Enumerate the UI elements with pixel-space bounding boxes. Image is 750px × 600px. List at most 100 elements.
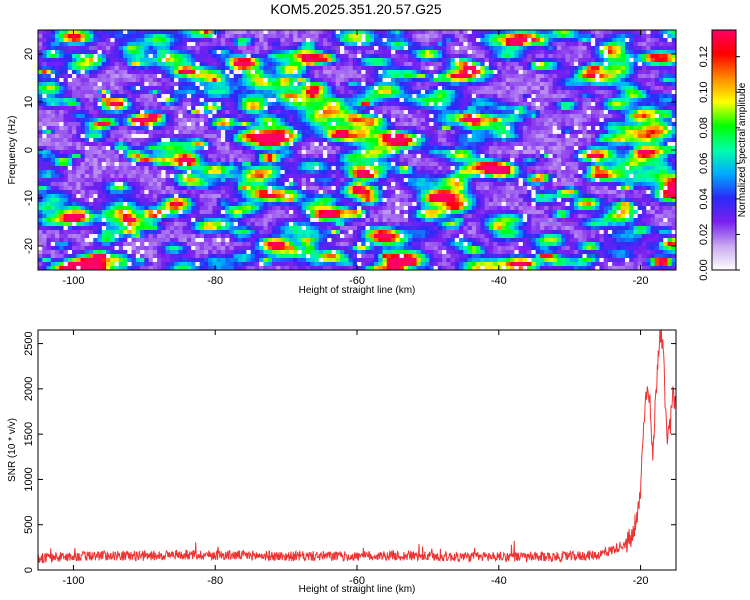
heatmap-cell — [335, 34, 341, 39]
heatmap-cell — [616, 34, 622, 39]
heatmap-cell — [539, 62, 545, 67]
heatmap-cell — [225, 134, 230, 139]
heatmap-cell — [552, 34, 558, 39]
heatmap-cell — [522, 154, 528, 159]
heatmap-cell — [624, 46, 630, 51]
heatmap-cell — [110, 138, 116, 143]
heatmap-cell — [569, 46, 575, 51]
heatmap-cell — [254, 122, 260, 127]
heatmap-cell — [46, 110, 52, 115]
heatmap-cell — [271, 82, 277, 87]
heatmap-cell — [344, 138, 350, 143]
heatmap-cell — [637, 86, 643, 91]
heatmap-cell — [174, 34, 179, 39]
heatmap-cell — [544, 42, 549, 47]
heatmap-cell — [182, 162, 188, 167]
heatmap-cell — [178, 162, 184, 167]
heatmap-cell — [578, 62, 584, 67]
heatmap-cell — [518, 118, 524, 123]
heatmap-cell — [641, 134, 647, 139]
heatmap-cell — [352, 138, 358, 143]
heatmap-cell — [535, 54, 541, 59]
heatmap-cell — [357, 58, 362, 63]
heatmap-cell — [527, 74, 532, 79]
heatmap-cell — [131, 98, 137, 103]
heatmap-cell — [106, 74, 111, 79]
heatmap-cell — [110, 106, 116, 111]
heatmap-cell — [505, 74, 511, 79]
heatmap-cell — [518, 38, 524, 43]
heatmap-cell — [123, 66, 128, 71]
heatmap-cell — [535, 138, 541, 143]
heatmap-cell — [144, 54, 150, 59]
heatmap-cell — [531, 122, 537, 127]
heatmap-cell — [195, 162, 201, 167]
heatmap-cell — [391, 34, 396, 39]
heatmap-cell — [195, 58, 201, 63]
heatmap-cell — [322, 34, 328, 39]
heatmap-cell — [569, 90, 575, 95]
heatmap-cell — [55, 42, 60, 47]
heatmap-cell — [420, 70, 426, 75]
heatmap-cell — [382, 66, 388, 71]
heatmap-cell — [386, 74, 392, 79]
heatmap-cell — [76, 162, 82, 167]
heatmap-cell — [514, 94, 520, 99]
heatmap-cell — [233, 138, 239, 143]
heatmap-cell — [535, 118, 541, 123]
heatmap-cell — [510, 114, 515, 119]
heatmap-cell — [314, 126, 320, 131]
heatmap-cell — [135, 110, 141, 115]
heatmap-cell — [552, 98, 558, 103]
heatmap-cell — [454, 66, 460, 71]
heatmap-cell — [72, 38, 77, 43]
heatmap-cell — [80, 130, 86, 135]
heatmap-cell — [425, 158, 430, 163]
heatmap-cell — [327, 78, 333, 83]
heatmap-cell — [484, 106, 490, 111]
heatmap-cell — [89, 82, 94, 87]
heatmap-cell — [590, 118, 596, 123]
heatmap-cell — [501, 70, 507, 75]
heatmap-cell — [374, 154, 379, 159]
heatmap-cell — [157, 142, 162, 147]
heatmap-cell — [620, 82, 626, 87]
heatmap-cell — [101, 130, 107, 135]
heatmap-cell — [510, 106, 515, 111]
heatmap-cell — [667, 122, 673, 127]
heatmap-cell — [76, 154, 82, 159]
heatmap-cell — [161, 150, 167, 155]
heatmap-cell — [641, 146, 647, 151]
heatmap-cell — [595, 62, 601, 67]
heatmap-cell — [633, 126, 639, 131]
heatmap-cell — [539, 90, 545, 95]
heatmap-cell — [169, 118, 175, 123]
heatmap-cell — [510, 66, 515, 71]
heatmap-cell — [80, 58, 86, 63]
heatmap-cell — [152, 158, 158, 163]
heatmap-cell — [233, 142, 239, 147]
heatmap-cell — [233, 154, 239, 159]
heatmap-cell — [263, 122, 269, 127]
heatmap-cell — [182, 158, 188, 163]
heatmap-cell — [497, 122, 503, 127]
heatmap-cell — [633, 82, 639, 87]
heatmap-cell — [131, 66, 137, 71]
heatmap-cell — [284, 110, 290, 115]
heatmap-cell — [620, 58, 626, 63]
heatmap-cell — [535, 66, 541, 71]
heatmap-cell — [522, 46, 528, 51]
heatmap-cell — [191, 66, 196, 71]
heatmap-cell — [38, 90, 43, 95]
heatmap-cell — [624, 118, 630, 123]
heatmap-cell — [254, 78, 260, 83]
heatmap-cell — [169, 150, 175, 155]
heatmap-cell — [293, 38, 299, 43]
heatmap-cell — [55, 150, 60, 155]
heatmap-cell — [148, 150, 154, 155]
heatmap-cell — [276, 102, 282, 107]
heatmap-cell — [229, 122, 235, 127]
heatmap-cell — [233, 82, 239, 87]
heatmap-cell — [259, 126, 265, 131]
heatmap-cell — [403, 94, 409, 99]
